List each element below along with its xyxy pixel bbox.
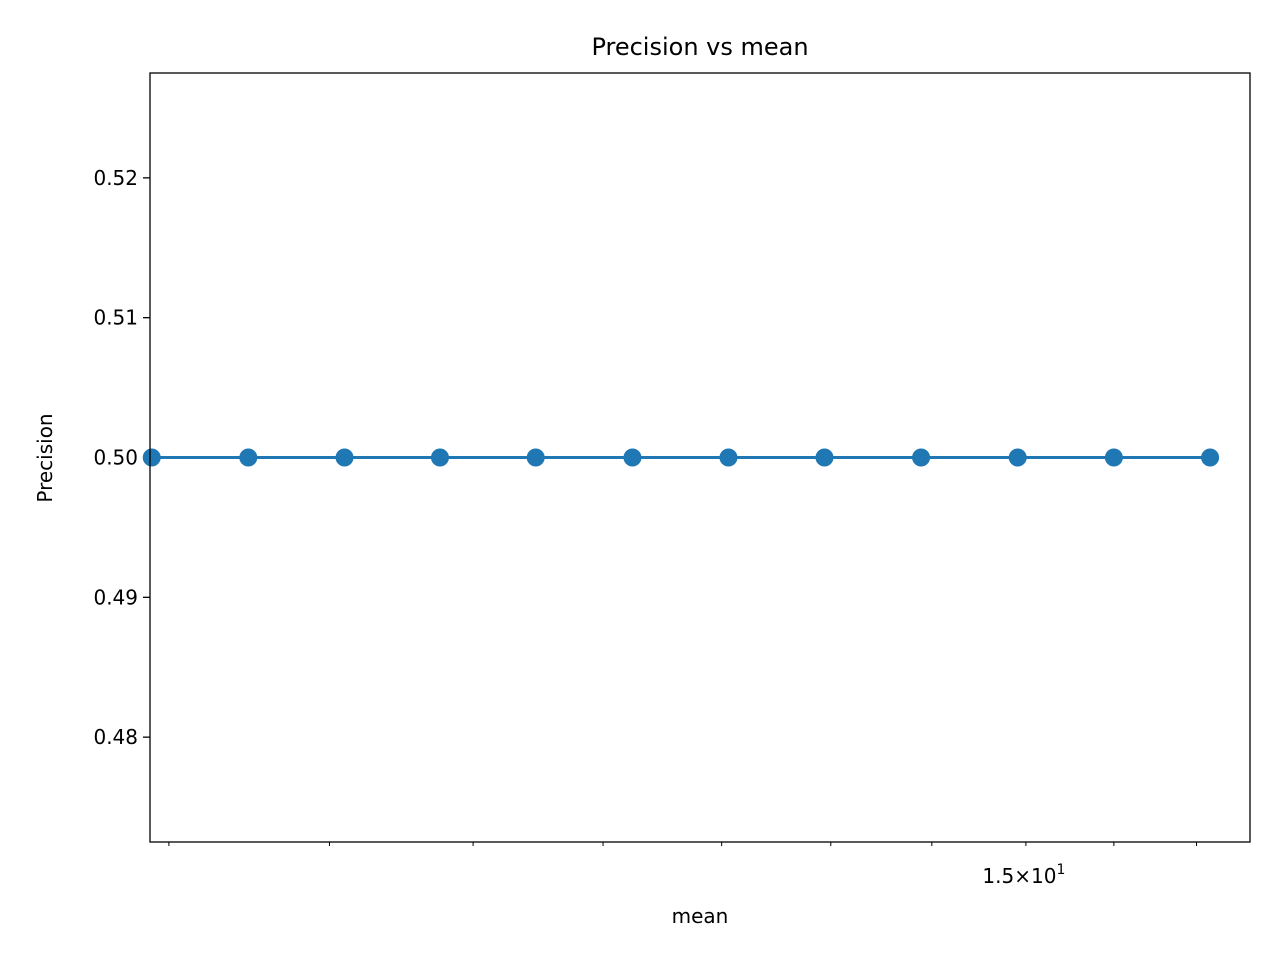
data-point xyxy=(526,448,545,467)
data-point xyxy=(1201,448,1220,467)
data-point xyxy=(1104,448,1123,467)
data-point xyxy=(1008,448,1027,467)
data-point xyxy=(430,448,449,467)
plot-frame xyxy=(149,72,1251,843)
y-tick-label: 0.50 xyxy=(93,446,138,470)
y-axis-label: Precision xyxy=(33,413,57,502)
data-point xyxy=(815,448,834,467)
data-point xyxy=(912,448,931,467)
y-axis: 0.48 0.49 0.50 0.51 0.52 xyxy=(93,166,150,749)
y-tick-label: 0.48 xyxy=(93,725,138,749)
x-tick-label: 1.5×101 xyxy=(982,862,1065,888)
y-tick-label: 0.52 xyxy=(93,166,138,190)
x-tick-exponent: 1 xyxy=(1056,862,1065,878)
x-tick-times: × xyxy=(1014,864,1031,888)
chart-title: Precision vs mean xyxy=(591,33,808,61)
y-tick-label: 0.49 xyxy=(93,585,138,609)
x-tick-mantissa: 1.5 xyxy=(982,864,1014,888)
x-tick-base: 10 xyxy=(1031,864,1056,888)
data-point xyxy=(142,448,161,467)
data-point xyxy=(719,448,738,467)
x-axis: 1.5×101 xyxy=(168,842,1198,888)
y-tick-label: 0.51 xyxy=(93,306,138,330)
data-point xyxy=(335,448,354,467)
x-axis-label: mean xyxy=(672,904,729,928)
data-point xyxy=(239,448,258,467)
series-layer xyxy=(142,448,1220,467)
data-point xyxy=(623,448,642,467)
